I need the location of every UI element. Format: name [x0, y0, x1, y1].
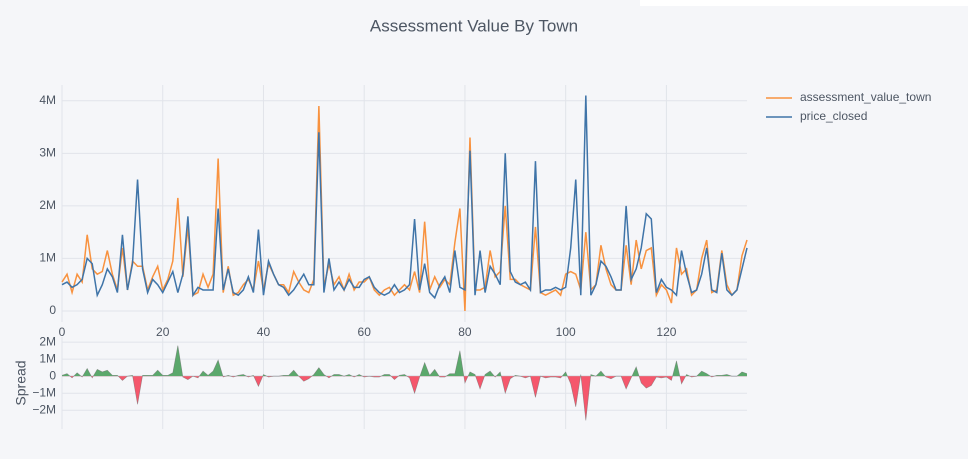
x-tick-label: 20: [156, 325, 170, 339]
y-tick-label: 1M: [39, 251, 56, 265]
y-tick-label: 1M: [39, 351, 56, 365]
chart-title: Assessment Value By Town: [370, 16, 578, 35]
x-tick-label: 100: [556, 325, 576, 339]
y-tick-label: 0: [49, 303, 56, 317]
spread-line: [61, 345, 748, 421]
legend-label: price_closed: [800, 109, 867, 123]
y-tick-label: 2M: [39, 198, 56, 212]
x-tick-label: 0: [59, 325, 66, 339]
y-tick-label: 4M: [39, 93, 56, 107]
y-tick-label: −2M: [32, 402, 56, 416]
x-tick-label: 40: [257, 325, 271, 339]
y-tick-label: 2M: [39, 334, 56, 348]
spread-negative: [70, 376, 715, 421]
y-axis-title: Spread: [13, 360, 29, 405]
x-tick-label: 80: [458, 325, 472, 339]
modebar[interactable]: [640, 0, 968, 6]
y-tick-label: −1M: [32, 385, 56, 399]
series-line: [61, 95, 748, 300]
x-tick-label: 120: [656, 325, 676, 339]
y-tick-label: 3M: [39, 145, 56, 159]
spread-positive: [62, 345, 747, 377]
series-line: [61, 105, 748, 312]
y-tick-label: 0: [49, 368, 56, 382]
x-tick-label: 60: [358, 325, 372, 339]
legend-label: assessment_value_town: [800, 90, 931, 104]
